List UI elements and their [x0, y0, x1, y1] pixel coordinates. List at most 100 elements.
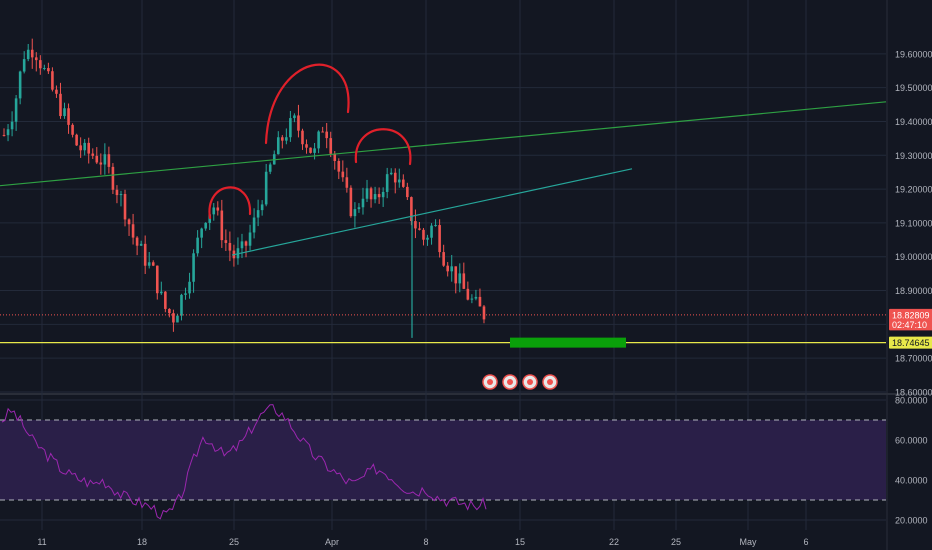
candle-body — [188, 281, 191, 294]
candle-body — [373, 194, 377, 200]
candle-body — [365, 188, 369, 199]
event-icon-3[interactable] — [522, 374, 538, 390]
candle-body — [135, 237, 139, 246]
candle-body — [252, 217, 256, 233]
candle-body — [410, 197, 413, 222]
candle-body — [79, 145, 82, 151]
price-badge-label: 18.74645 — [892, 338, 930, 348]
candle-body — [414, 221, 417, 229]
candle-body — [478, 296, 482, 307]
event-icon-2[interactable] — [502, 374, 518, 390]
price-tick-label: 19.20000 — [895, 185, 932, 195]
candle-body — [260, 204, 264, 211]
candle-body — [83, 142, 86, 151]
candle-body — [268, 164, 272, 172]
candle-body — [317, 131, 320, 149]
candle-body — [75, 134, 78, 146]
candle-body — [333, 153, 337, 161]
price-tick-label: 18.70000 — [895, 354, 932, 364]
rsi-band — [0, 419, 886, 501]
candle-body — [55, 89, 58, 94]
candle-body — [103, 154, 107, 165]
event-icon-dot — [527, 379, 533, 385]
candle-body — [200, 228, 203, 238]
candle-body — [51, 71, 54, 90]
candle-body — [47, 68, 50, 72]
candle-body — [22, 59, 26, 72]
neckline — [231, 168, 633, 256]
candle-body — [281, 137, 284, 141]
candle-body — [466, 288, 470, 300]
event-markers[interactable] — [482, 374, 558, 390]
price-badge-bg — [889, 318, 932, 331]
candle-body — [353, 209, 357, 217]
candle-body — [14, 98, 18, 122]
candle-body — [143, 243, 147, 266]
price-tick-label: 19.60000 — [895, 49, 932, 59]
candle-body — [87, 142, 91, 154]
candle-body — [438, 225, 441, 253]
candle-body — [397, 179, 401, 183]
candle-body — [184, 293, 187, 295]
price-axis[interactable]: 19.60000 19.50000 19.40000 19.30000 19.20000… — [889, 49, 932, 526]
time-tick-label: 11 — [37, 537, 46, 547]
event-icon-dot — [547, 379, 553, 385]
candle-body — [180, 294, 183, 316]
candle-body — [168, 308, 171, 314]
candle-body — [59, 93, 62, 117]
candle-body — [204, 222, 207, 229]
rsi-band-fill — [0, 420, 886, 500]
rsi-tick-label: 80.0000 — [895, 396, 928, 406]
candle-body — [470, 298, 474, 300]
event-icon-1[interactable] — [482, 374, 498, 390]
candle-body — [248, 232, 252, 246]
candle-body — [224, 240, 228, 243]
candle-body — [426, 237, 429, 240]
candle-body — [123, 194, 127, 220]
price-tick-label: 19.10000 — [895, 218, 932, 228]
candle-body — [450, 266, 454, 272]
time-axis[interactable]: 11 18 25 Apr 8 15 22 25 May 6 — [37, 537, 808, 547]
candle-body — [393, 172, 397, 183]
rsi-line — [1, 404, 487, 520]
candle-body — [216, 207, 220, 211]
candle-body — [212, 207, 216, 215]
candle-body — [176, 315, 179, 323]
candle-body — [434, 225, 437, 227]
candle-body — [264, 171, 268, 205]
time-tick-label: 15 — [515, 537, 525, 547]
candle-body — [337, 160, 341, 172]
candle-body — [192, 253, 195, 282]
candle-body — [454, 266, 458, 284]
candle-body — [95, 155, 99, 163]
candle-body — [172, 313, 175, 323]
candle-body — [6, 129, 10, 136]
candle-body — [26, 49, 30, 60]
price-tick-label: 19.00000 — [895, 252, 932, 262]
candle-body — [325, 131, 328, 139]
candle-body — [361, 198, 365, 208]
candle-body — [458, 273, 462, 284]
price-badge-bg — [889, 308, 932, 321]
event-icon-dot — [487, 379, 493, 385]
candle-body — [357, 207, 361, 210]
candle-body — [34, 57, 38, 61]
price-tick-label: 19.50000 — [895, 83, 932, 93]
candle-body — [228, 242, 232, 251]
candle-body — [289, 118, 292, 138]
candle-body — [119, 194, 123, 196]
candle-body — [131, 224, 135, 238]
event-icon-4[interactable] — [542, 374, 558, 390]
time-tick-label: 22 — [609, 537, 619, 547]
time-tick-label: 18 — [137, 537, 147, 547]
candle-body — [147, 262, 151, 266]
candle-body — [381, 191, 385, 198]
price-badge-bg — [889, 336, 932, 349]
candle-body — [127, 219, 131, 225]
candle-body — [196, 237, 199, 254]
pattern-arc-2 — [264, 63, 350, 145]
candle-body — [10, 121, 14, 130]
candle-body — [329, 138, 333, 154]
candle-body — [418, 228, 421, 230]
